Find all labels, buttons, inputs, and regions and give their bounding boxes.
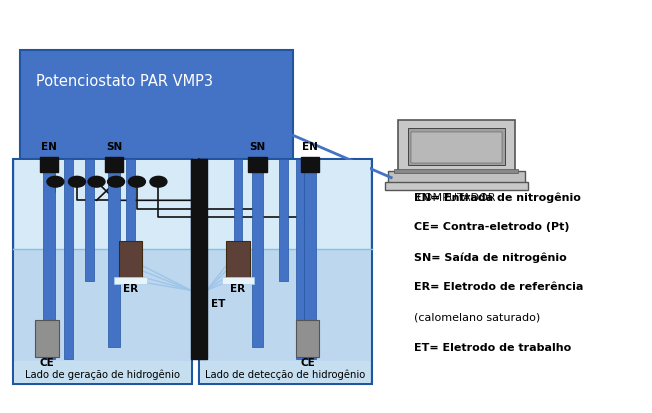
Bar [119, 241, 142, 278]
Text: Lado de detecção de hidrogênio: Lado de detecção de hidrogênio [205, 370, 365, 380]
Text: Lado de geração de hidrogênio: Lado de geração de hidrogênio [25, 370, 180, 380]
Bar [304, 159, 316, 359]
Text: ER= Eletrodo de referência: ER= Eletrodo de referência [414, 282, 584, 292]
Bar [126, 159, 135, 249]
Bar [108, 159, 120, 347]
Bar [40, 157, 58, 172]
Text: SN: SN [106, 142, 122, 152]
Circle shape [68, 176, 85, 187]
Text: COMPUTADOR: COMPUTADOR [417, 193, 496, 203]
Bar [222, 277, 254, 284]
Text: EN: EN [302, 142, 318, 152]
Bar [279, 159, 288, 281]
Text: (calomelano saturado): (calomelano saturado) [414, 313, 541, 323]
Bar [13, 159, 192, 384]
Bar [85, 159, 94, 281]
Text: CE= Contra-eletrodo (Pt): CE= Contra-eletrodo (Pt) [414, 222, 569, 232]
Bar [114, 277, 147, 284]
Bar [64, 159, 72, 359]
Bar [35, 320, 59, 357]
Bar [252, 159, 263, 347]
Bar [43, 159, 55, 359]
Bar [398, 120, 515, 173]
Bar [201, 160, 370, 249]
Text: SN= Saída de nitrogênio: SN= Saída de nitrogênio [414, 252, 567, 263]
Bar [20, 50, 293, 182]
Text: ER: ER [123, 284, 138, 294]
Text: EN= Entrada de nitrogênio: EN= Entrada de nitrogênio [414, 192, 581, 202]
Circle shape [47, 176, 64, 187]
Text: EN: EN [41, 142, 57, 152]
Bar [14, 361, 191, 383]
Circle shape [150, 176, 167, 187]
Text: CE: CE [301, 358, 315, 368]
Circle shape [88, 176, 105, 187]
Text: ET= Eletrodo de trabalho: ET= Eletrodo de trabalho [414, 343, 571, 353]
Bar [301, 157, 319, 172]
Bar [411, 132, 502, 163]
Bar [199, 159, 372, 384]
Bar [15, 160, 190, 249]
Bar [385, 182, 528, 190]
Bar [226, 241, 250, 278]
Circle shape [108, 176, 125, 187]
Bar [388, 171, 525, 184]
Text: CE: CE [40, 358, 54, 368]
Bar [296, 159, 304, 359]
Text: ET: ET [211, 299, 225, 309]
Text: Potenciostato PAR VMP3: Potenciostato PAR VMP3 [36, 74, 213, 89]
Circle shape [128, 176, 145, 187]
Bar [296, 320, 319, 357]
Bar [408, 128, 505, 165]
Bar [105, 157, 123, 172]
Text: SN: SN [250, 142, 265, 152]
Bar [394, 169, 518, 173]
Bar [200, 361, 370, 383]
Text: ER: ER [230, 284, 246, 294]
Bar [191, 159, 207, 359]
Bar [248, 157, 267, 172]
Bar [233, 159, 243, 249]
